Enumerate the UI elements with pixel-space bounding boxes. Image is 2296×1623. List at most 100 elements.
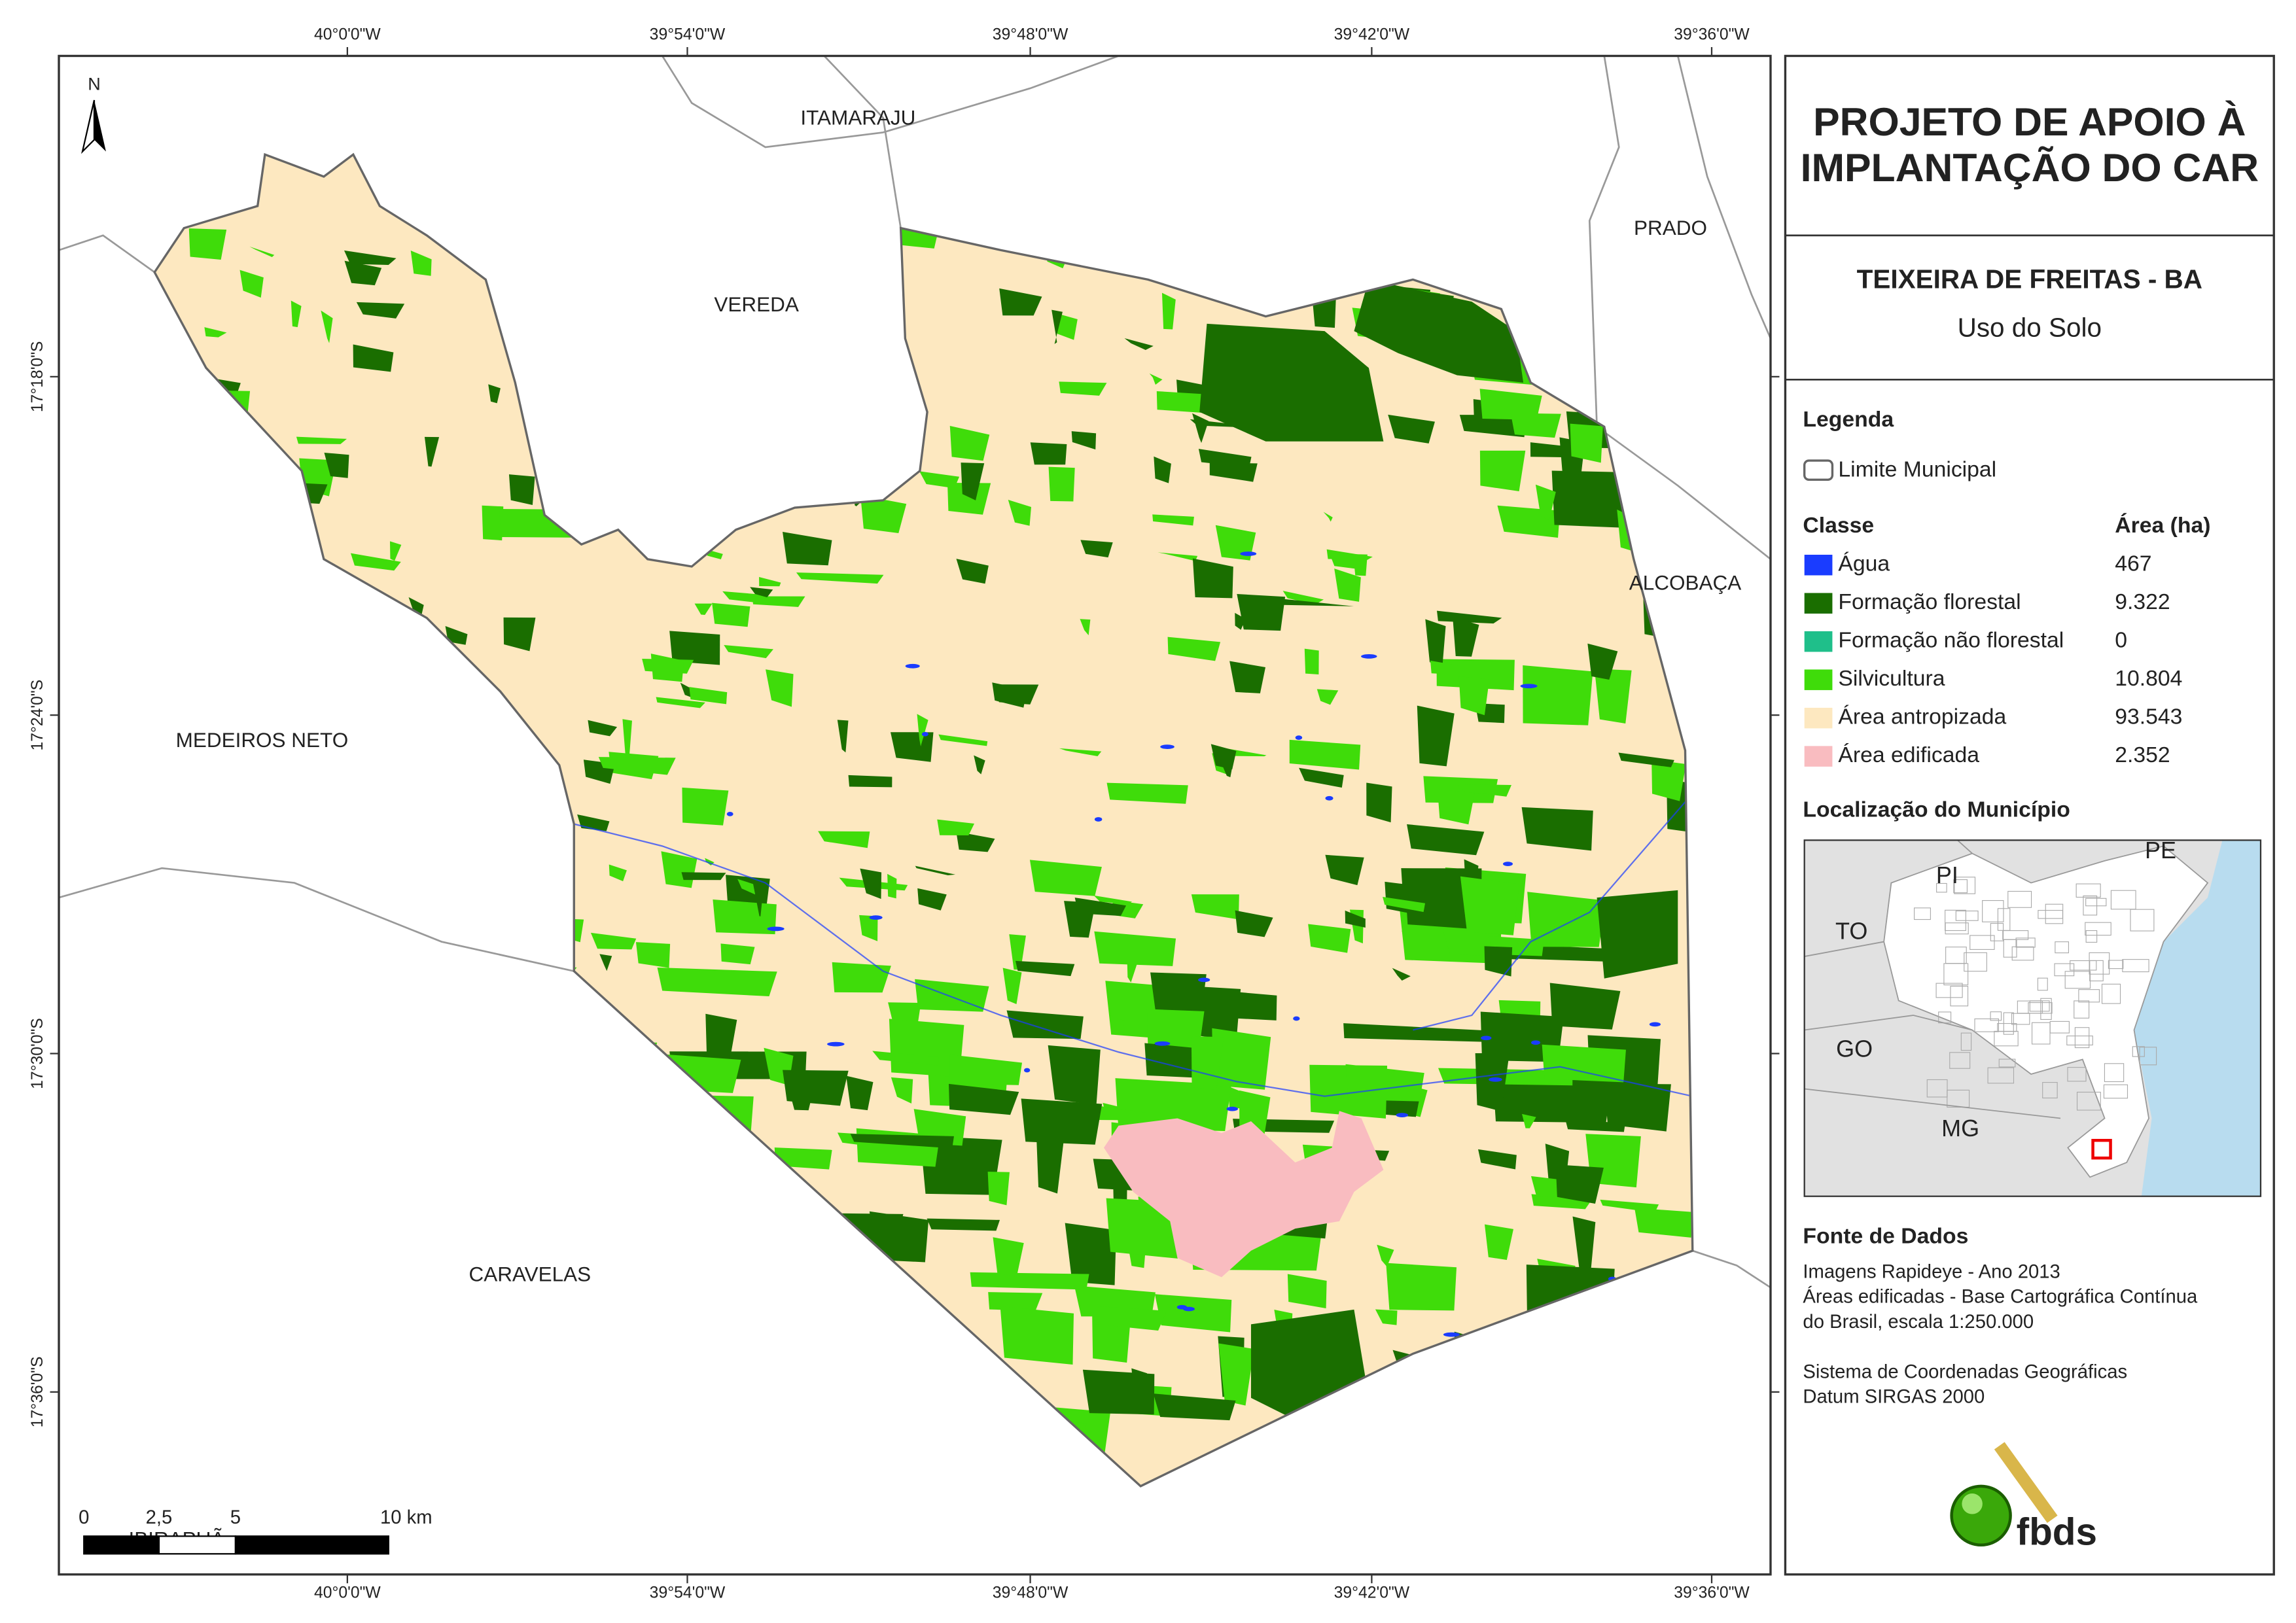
land-use-patch bbox=[1430, 660, 1459, 675]
inset-municipio bbox=[1997, 1022, 2017, 1032]
neighbour-boundary bbox=[59, 867, 574, 972]
longitude-label: 39°54'0"W bbox=[650, 1584, 726, 1602]
inset-municipio bbox=[1969, 935, 1995, 950]
water-body bbox=[1293, 1016, 1300, 1021]
land-use-patch bbox=[1161, 292, 1176, 330]
class-header: Classe bbox=[1803, 513, 1874, 538]
water-body bbox=[1160, 744, 1174, 749]
inset-state-line bbox=[1804, 1088, 2061, 1119]
land-use-patch bbox=[891, 1077, 913, 1104]
legend-area: 0 bbox=[2115, 628, 2127, 653]
land-use-patch bbox=[917, 714, 928, 746]
map-frame bbox=[58, 54, 1772, 1576]
inset-municipio bbox=[2103, 1084, 2128, 1099]
land-use-patch bbox=[1304, 648, 1319, 674]
inset-municipio bbox=[1998, 1058, 2016, 1068]
inset-municipio bbox=[1987, 1067, 2015, 1084]
land-use-patch bbox=[1154, 1294, 1232, 1333]
water-body bbox=[1481, 1036, 1492, 1041]
land-use-patch bbox=[656, 697, 705, 708]
land-use-patch bbox=[987, 1172, 1010, 1206]
inset-municipio bbox=[2066, 1036, 2093, 1046]
land-use-patch bbox=[1572, 1216, 1596, 1276]
land-use-patch bbox=[1334, 568, 1361, 602]
latitude-label: 17°36'0"S bbox=[29, 1357, 46, 1428]
water-body bbox=[726, 811, 733, 816]
inset-municipio bbox=[1926, 1079, 1948, 1098]
land-use-patch bbox=[891, 732, 934, 762]
inset-municipio bbox=[2076, 1091, 2101, 1111]
legend-area: 9.322 bbox=[2115, 589, 2170, 614]
land-use-patch bbox=[1437, 788, 1475, 825]
inset-marker bbox=[2091, 1138, 2112, 1160]
land-use-patch bbox=[752, 880, 764, 916]
scale-label: 0 bbox=[79, 1507, 89, 1528]
land-use-patch bbox=[1316, 689, 1339, 705]
land-use-patch bbox=[961, 462, 985, 500]
land-use-patch bbox=[1282, 591, 1324, 605]
land-use-patch bbox=[1549, 983, 1621, 1030]
land-use-patch bbox=[508, 474, 535, 506]
boundary-swatch bbox=[1803, 459, 1834, 481]
neighbour-boundary bbox=[59, 234, 155, 273]
land-use-patch bbox=[1484, 946, 1513, 977]
land-use-patch bbox=[915, 865, 956, 875]
water-body bbox=[921, 731, 928, 737]
inset-municipio bbox=[1960, 1032, 1972, 1051]
land-use-patch bbox=[1269, 597, 1354, 606]
inset-municipio bbox=[2139, 1047, 2157, 1066]
location-label: PE bbox=[2145, 837, 2176, 864]
inset-municipio bbox=[1949, 1052, 1971, 1069]
land-use-patch bbox=[1325, 854, 1364, 886]
inset-municipio bbox=[2074, 1027, 2090, 1049]
land-use-patch bbox=[356, 302, 405, 319]
panel-frame bbox=[1784, 54, 2275, 1576]
land-use-patch bbox=[1453, 617, 1479, 657]
land-use-patch bbox=[1080, 540, 1113, 558]
neighbour-boundary bbox=[1676, 56, 1771, 339]
legend-class: Área edificada bbox=[1838, 742, 1979, 767]
land-use-patch bbox=[1016, 960, 1075, 977]
land-use-patch bbox=[988, 1292, 1043, 1311]
logo-bar bbox=[1994, 1442, 2058, 1524]
land-use-patch bbox=[750, 587, 773, 598]
location-label: PI bbox=[1936, 862, 1958, 888]
land-use-patch bbox=[1209, 462, 1258, 482]
land-use-patch bbox=[1425, 619, 1446, 664]
legend-title: Legenda bbox=[1803, 407, 1894, 432]
location-title: Localização do Município bbox=[1803, 797, 2070, 822]
legend-class: Formação florestal bbox=[1838, 589, 2021, 614]
land-use-patch bbox=[707, 550, 723, 560]
land-use-patch bbox=[350, 553, 401, 571]
longitude-label: 39°48'0"W bbox=[993, 1584, 1069, 1602]
land-use-patch bbox=[410, 250, 432, 276]
land-use-patch bbox=[1065, 1223, 1117, 1285]
land-use-patch bbox=[588, 720, 618, 737]
land-use-patch bbox=[947, 483, 991, 515]
land-use-patch bbox=[1492, 1076, 1613, 1123]
inset-ocean bbox=[2134, 840, 2261, 1196]
inset-municipio bbox=[2101, 983, 2121, 1004]
land-use-patch bbox=[1235, 910, 1273, 937]
neighbour-boundary bbox=[1692, 1249, 1771, 1289]
water-body bbox=[869, 915, 883, 920]
latitude-label: 17°18'0"S bbox=[29, 341, 46, 412]
water-body bbox=[827, 1041, 845, 1047]
land-use-patch bbox=[1106, 782, 1188, 804]
scale-label: 2,5 bbox=[146, 1507, 173, 1528]
land-use-patch bbox=[1115, 1078, 1231, 1132]
place-name: CARAVELAS bbox=[468, 1262, 591, 1285]
land-use-patch bbox=[1190, 419, 1239, 427]
land-use-patch bbox=[1345, 1064, 1424, 1102]
land-use-patch bbox=[291, 300, 302, 328]
land-use-patch bbox=[1074, 898, 1127, 916]
land-use-patch bbox=[1458, 784, 1511, 797]
land-use-patch bbox=[445, 625, 468, 645]
river bbox=[573, 823, 1693, 1097]
land-use-patch bbox=[1157, 552, 1198, 561]
longitude-label: 40°0'0"W bbox=[314, 26, 381, 44]
location-label: MG bbox=[1941, 1115, 1979, 1142]
land-use-patch bbox=[1407, 824, 1485, 856]
land-use-patch bbox=[1198, 449, 1252, 468]
sources-title: Fonte de Dados bbox=[1803, 1224, 1968, 1249]
